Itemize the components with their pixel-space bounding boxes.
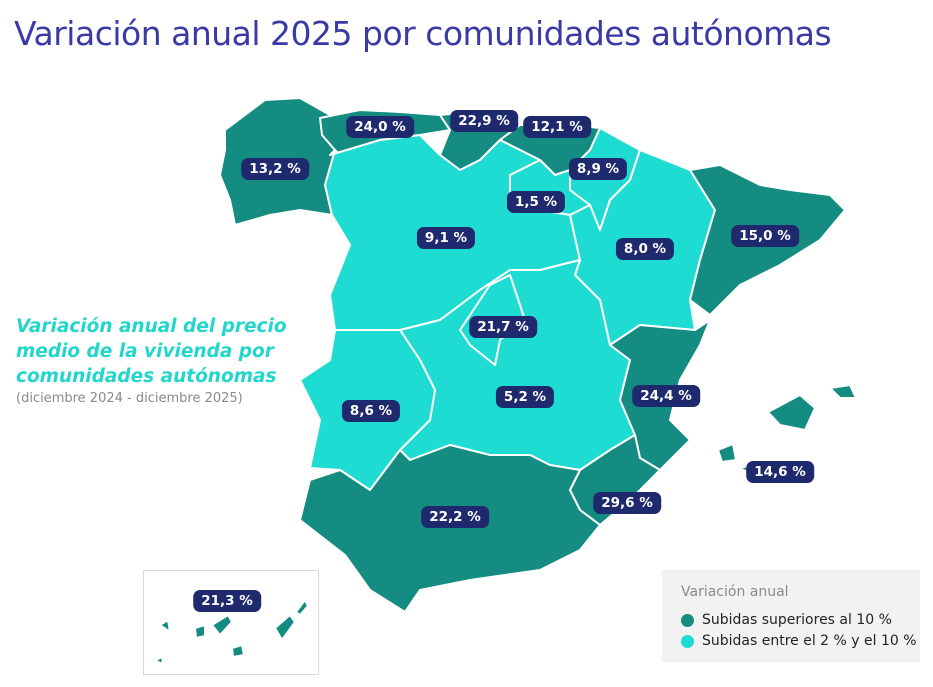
value-label-canarias: 21,3 % [193, 590, 261, 612]
description-period: (diciembre 2024 - diciembre 2025) [16, 391, 243, 406]
region-shape-canarias [231, 644, 245, 658]
region-shape-canarias [194, 624, 206, 639]
value-label-galicia: 13,2 % [241, 158, 309, 180]
value-label-murcia: 29,6 % [593, 492, 661, 514]
region-shape-canarias [154, 656, 164, 665]
value-label-valencia: 24,4 % [632, 385, 700, 407]
region-shape-andalucia [299, 444, 601, 613]
map-description: Variación anual del precio medio de la v… [16, 314, 306, 406]
value-label-andalucia: 22,2 % [421, 506, 489, 528]
legend-label: Subidas superiores al 10 % [702, 612, 892, 628]
legend-item-high: Subidas superiores al 10 % [681, 612, 892, 628]
value-label-castilla-y-leon: 9,1 % [416, 227, 476, 249]
region-shape-canarias [295, 599, 309, 616]
value-label-cataluna: 15,0 % [731, 225, 799, 247]
legend-label: Subidas entre el 2 % y el 10 % [702, 633, 917, 649]
description-heading: Variación anual del precio medio de la v… [16, 316, 287, 387]
region-shape-canarias [274, 614, 296, 641]
value-label-asturias: 24,0 % [346, 116, 414, 138]
value-label-navarra: 8,9 % [568, 158, 628, 180]
region-shape-canarias [211, 614, 233, 636]
light-teal-dot-icon [681, 634, 694, 648]
value-label-aragon: 8,0 % [615, 238, 675, 260]
region-andalucia [299, 444, 601, 613]
region-shape-baleares [767, 394, 816, 431]
value-label-pais-vasco: 12,1 % [523, 116, 591, 138]
value-label-baleares: 14,6 % [746, 461, 814, 483]
legend-item-mid: Subidas entre el 2 % y el 10 % [681, 633, 917, 649]
value-label-castilla-la-mancha: 5,2 % [495, 386, 555, 408]
region-canarias [154, 599, 309, 665]
dark-teal-dot-icon [681, 613, 694, 627]
value-label-madrid: 21,7 % [469, 316, 537, 338]
canary-islands-inset [143, 570, 319, 675]
page-title: Variación anual 2025 por comunidades aut… [14, 14, 832, 53]
region-shape-baleares [717, 443, 737, 463]
legend-title: Variación anual [681, 584, 789, 600]
legend: Variación anual Subidas superiores al 10… [662, 570, 920, 662]
region-shape-canarias [159, 619, 171, 633]
value-label-la-rioja: 1,5 % [506, 191, 566, 213]
value-label-extremadura: 8,6 % [341, 400, 401, 422]
value-label-cantabria: 22,9 % [450, 110, 518, 132]
region-baleares [717, 384, 857, 473]
region-shape-baleares [829, 384, 857, 399]
